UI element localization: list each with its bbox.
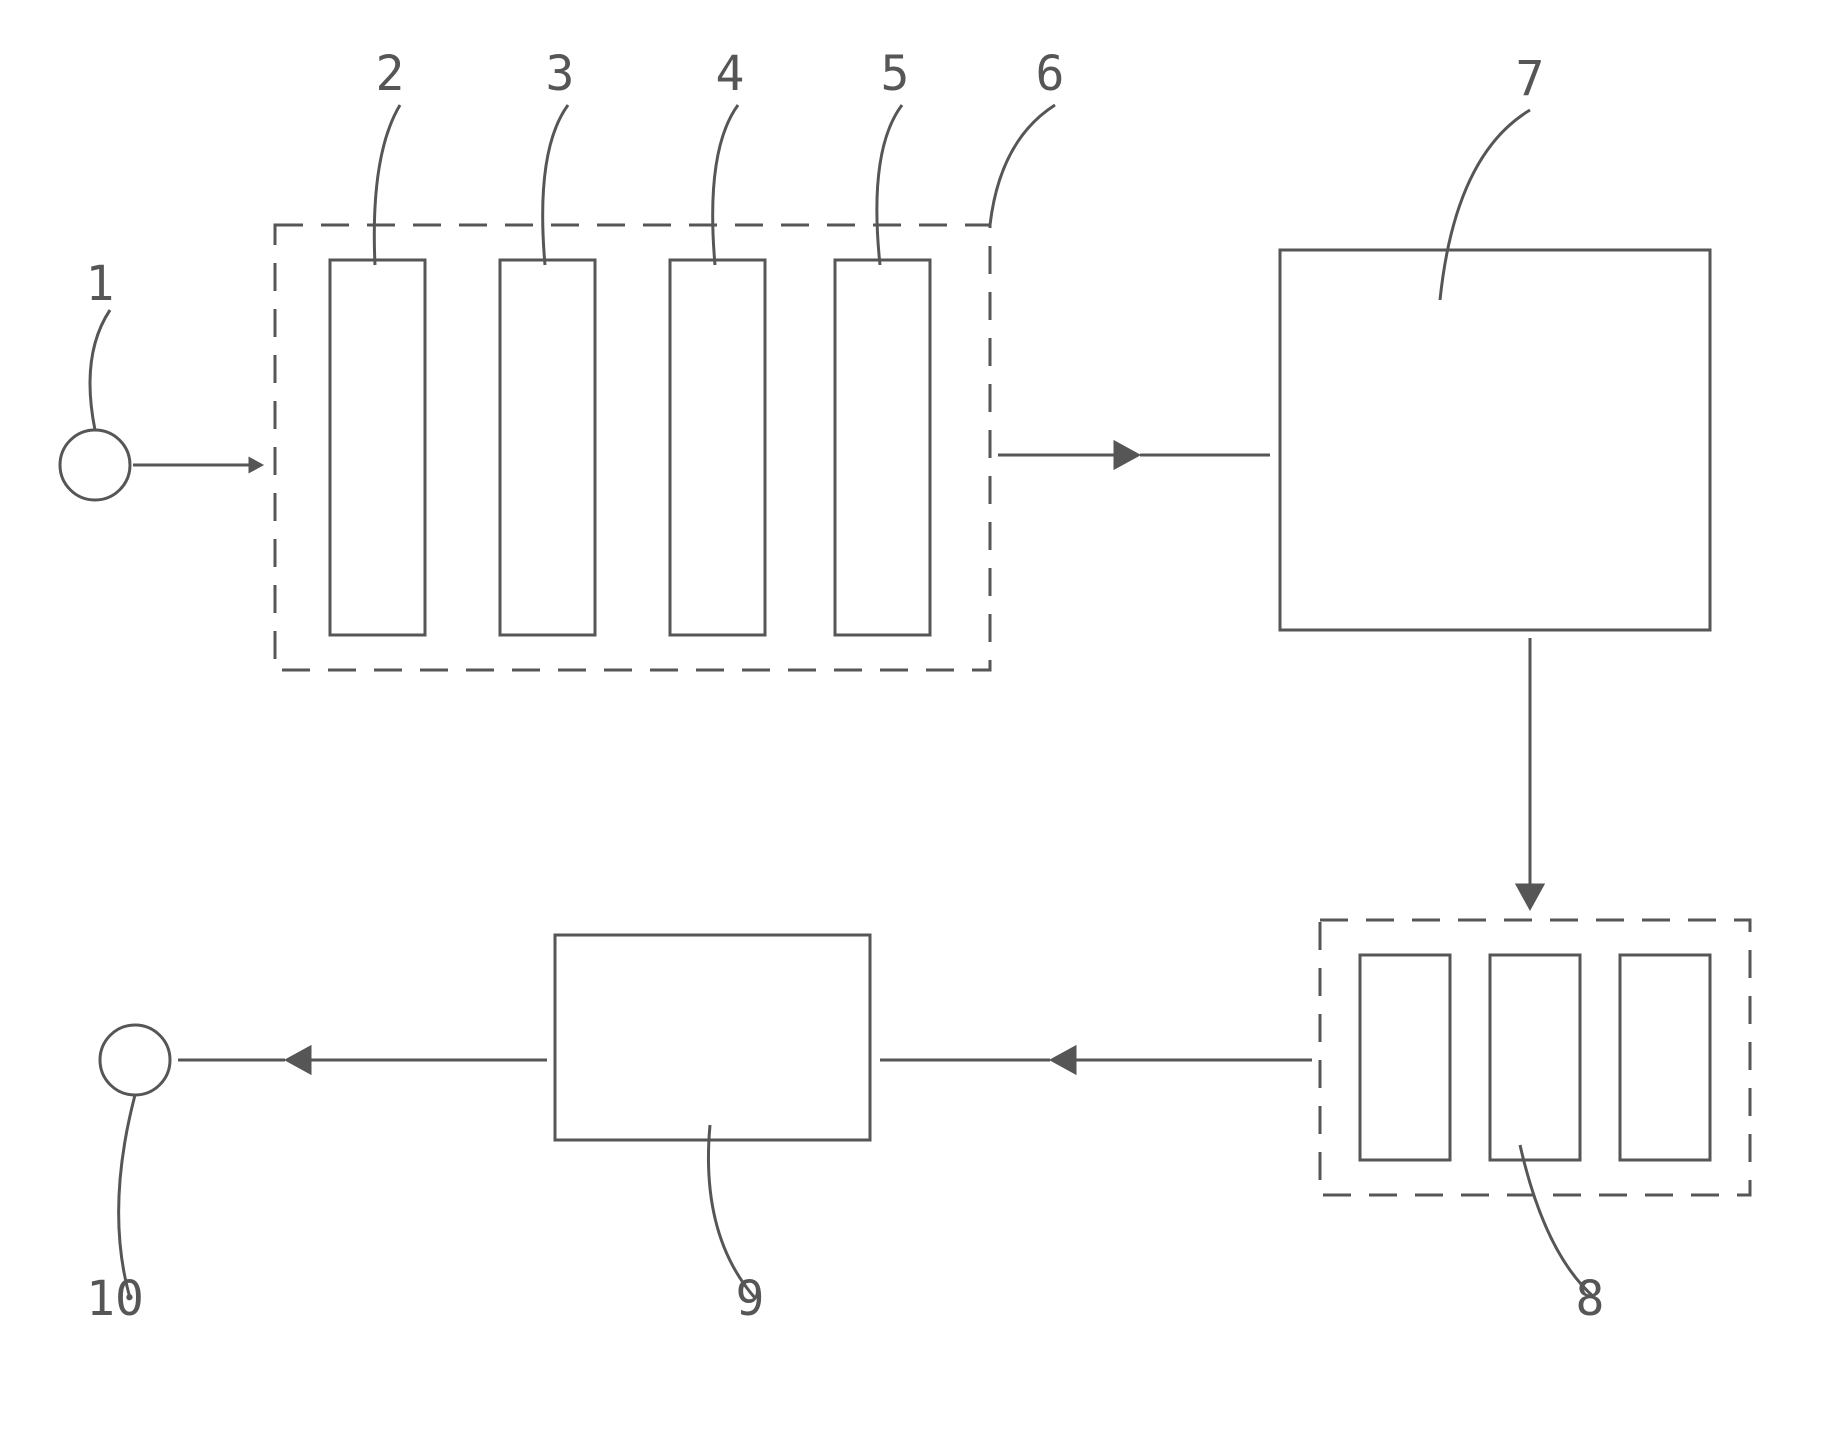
leader-L2: [374, 105, 400, 265]
leader-L4: [713, 105, 738, 265]
box-r2: [330, 260, 425, 635]
a-9-10-head: [285, 1046, 311, 1075]
leader-L10: [119, 1095, 135, 1298]
a-8-9-head: [1050, 1046, 1076, 1075]
leader-L1: [90, 310, 110, 430]
box-r8a: [1360, 955, 1450, 1160]
dashed-box-b8: [1320, 920, 1750, 1195]
label-L7: 7: [1516, 51, 1545, 107]
leader-L7: [1440, 110, 1530, 300]
label-L8: 8: [1576, 1271, 1605, 1327]
block-diagram: 1 2 3 4 5 6 7 8 9 10: [0, 0, 1844, 1447]
circle-c1: [60, 430, 130, 500]
label-L10: 10: [86, 1271, 144, 1327]
leader-L5: [877, 105, 902, 265]
label-L4: 4: [716, 46, 745, 102]
box-r4: [670, 260, 765, 635]
box-r3: [500, 260, 595, 635]
circle-c10: [100, 1025, 170, 1095]
label-L5: 5: [881, 46, 910, 102]
box-r8c: [1620, 955, 1710, 1160]
box-r9: [555, 935, 870, 1140]
label-L6: 6: [1036, 46, 1065, 102]
a-7-8-head: [1516, 884, 1545, 910]
label-L3: 3: [546, 46, 575, 102]
box-r7: [1280, 250, 1710, 630]
label-L9: 9: [736, 1271, 765, 1327]
label-L2: 2: [376, 46, 405, 102]
leader-L6: [990, 105, 1055, 225]
a-1-6-head: [249, 457, 263, 472]
box-r5: [835, 260, 930, 635]
box-r8b: [1490, 955, 1580, 1160]
label-L1: 1: [86, 256, 115, 312]
a-6-7-head: [1114, 441, 1140, 470]
leader-L3: [543, 105, 568, 265]
dashed-box-b6: [275, 225, 990, 670]
